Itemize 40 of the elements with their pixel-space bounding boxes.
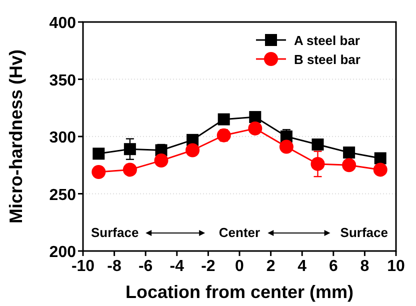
y-tick-label: 350 bbox=[49, 72, 76, 90]
x-tick-label: 4 bbox=[298, 258, 307, 275]
annotation: Surface bbox=[340, 225, 388, 240]
point bbox=[342, 158, 356, 172]
annotation: Surface bbox=[91, 225, 139, 240]
x-tick-label: -4 bbox=[170, 258, 184, 275]
x-tick-label: -2 bbox=[201, 258, 216, 275]
x-tick-label: 2 bbox=[266, 258, 276, 275]
point bbox=[343, 146, 356, 159]
point bbox=[310, 156, 325, 171]
x-tick-label: 6 bbox=[328, 258, 338, 275]
y-tick-label: 250 bbox=[49, 186, 76, 204]
x-axis-title: Location from center (mm) bbox=[125, 282, 354, 302]
point bbox=[186, 143, 200, 158]
point bbox=[92, 164, 106, 179]
y-axis-title: Micro-hardness (Hv) bbox=[6, 49, 26, 224]
legend-label: B steel bar bbox=[294, 52, 360, 67]
point bbox=[373, 162, 388, 177]
point bbox=[92, 148, 105, 160]
point bbox=[312, 138, 324, 151]
x-tick-label: 0 bbox=[235, 258, 244, 275]
point bbox=[249, 111, 262, 124]
x-tick-label: -10 bbox=[71, 258, 95, 275]
annotation: Center bbox=[218, 225, 260, 240]
legend-label: A steel bar bbox=[294, 33, 360, 48]
x-tick-label: -6 bbox=[138, 258, 153, 275]
point bbox=[374, 152, 386, 164]
point bbox=[216, 128, 231, 142]
point bbox=[218, 113, 230, 126]
y-tick-label: 400 bbox=[49, 15, 76, 32]
point bbox=[154, 154, 168, 168]
point bbox=[122, 162, 137, 177]
y-tick-label: 200 bbox=[49, 244, 76, 261]
x-tick-label: 10 bbox=[387, 258, 405, 275]
x-tick-label: -8 bbox=[107, 258, 122, 275]
point bbox=[279, 140, 294, 154]
x-tick-label: 8 bbox=[360, 258, 370, 275]
point bbox=[248, 121, 262, 136]
point bbox=[124, 143, 136, 156]
y-tick-label: 300 bbox=[49, 130, 76, 146]
